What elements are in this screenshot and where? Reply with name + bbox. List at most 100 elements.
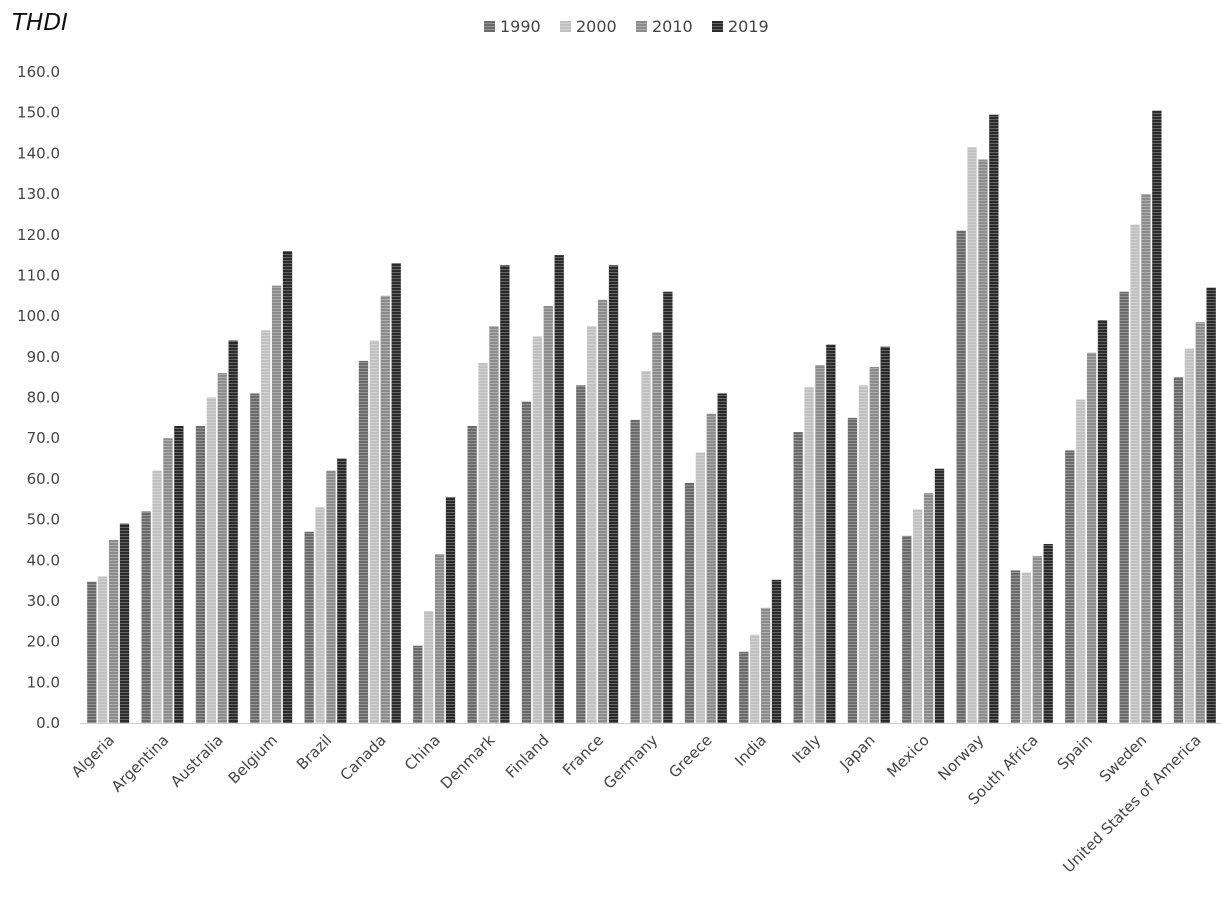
bar-texture: [1152, 110, 1162, 723]
bar: [1184, 348, 1195, 723]
bar: [119, 523, 130, 723]
y-tick-label: 120.0: [17, 226, 60, 244]
bar-texture: [163, 438, 173, 723]
bar-texture: [250, 393, 260, 723]
bar-texture: [902, 535, 912, 723]
bar-texture: [1043, 543, 1053, 723]
bar-texture: [141, 511, 151, 723]
bar-texture: [880, 346, 890, 723]
bar-texture: [261, 330, 271, 723]
bar-texture: [1141, 194, 1151, 723]
bar: [358, 360, 369, 723]
bar-texture: [706, 413, 716, 723]
bar: [1206, 287, 1216, 723]
x-category-label: Norway: [934, 731, 987, 784]
bar-texture: [847, 417, 858, 723]
bar: [108, 539, 119, 723]
bar: [1076, 399, 1086, 723]
bar: [250, 393, 260, 723]
y-tick-label: 160.0: [17, 63, 60, 81]
legend-label: 2010: [652, 17, 693, 36]
y-tick-label: 150.0: [17, 104, 60, 122]
bar: [597, 299, 608, 723]
bar: [500, 265, 510, 723]
x-category-label: China: [401, 731, 444, 774]
bar: [98, 576, 108, 723]
x-category-label: Belgium: [225, 731, 281, 787]
bar: [228, 340, 238, 723]
bar: [521, 401, 532, 723]
bar-texture: [1010, 570, 1021, 723]
bar-texture: [793, 432, 803, 723]
bar-texture: [1173, 377, 1184, 723]
bar-texture: [1097, 320, 1108, 723]
legend-swatch-texture: [712, 21, 723, 32]
bar-texture: [271, 285, 282, 723]
bar: [934, 468, 945, 723]
bar-texture: [391, 263, 401, 723]
bar: [217, 373, 227, 723]
bar-texture: [630, 419, 640, 723]
bar: [967, 147, 977, 724]
bar-texture: [174, 425, 184, 723]
bar-texture: [608, 265, 619, 723]
bar: [576, 385, 586, 723]
bar-texture: [478, 362, 488, 723]
bar-texture: [500, 265, 510, 723]
bar: [989, 114, 999, 724]
y-tick-label: 20.0: [27, 633, 60, 651]
bar: [1152, 110, 1162, 723]
bar-texture: [337, 458, 347, 723]
bar: [174, 425, 184, 723]
bar-texture: [434, 554, 445, 723]
x-category-label: Sweden: [1096, 731, 1151, 786]
bar: [978, 159, 988, 723]
bar-texture: [543, 305, 553, 723]
y-tick-label: 100.0: [17, 307, 60, 325]
x-category-label: Brazil: [293, 731, 335, 773]
bar-texture: [152, 470, 162, 723]
x-category-label: Mexico: [883, 731, 933, 781]
bar: [706, 413, 716, 723]
x-category-label: Canada: [337, 731, 390, 784]
legend-swatch-texture: [560, 21, 571, 32]
y-axis: 0.0 10.0 20.0 30.0 40.0 50.0 60.0 70.0 80.0 90.0 1…: [17, 63, 1221, 732]
bar: [1043, 543, 1053, 723]
bar-texture: [967, 147, 977, 724]
y-tick-label: 110.0: [17, 266, 60, 284]
bar-texture: [380, 295, 390, 723]
bar: [1021, 572, 1032, 723]
bar-texture: [760, 607, 771, 723]
bar: [478, 362, 488, 723]
bar: [652, 332, 662, 723]
y-tick-label: 50.0: [27, 511, 60, 529]
x-category-label: France: [559, 731, 607, 779]
bar: [608, 265, 619, 723]
bar-texture: [1032, 556, 1042, 723]
bar-texture: [108, 539, 119, 723]
bar: [771, 579, 782, 723]
bar: [326, 470, 336, 723]
bar-texture: [1086, 352, 1097, 723]
x-category-label: Italy: [789, 731, 825, 767]
x-category-label: Greece: [665, 731, 715, 781]
x-category-label: Spain: [1054, 731, 1096, 773]
bar-texture: [217, 373, 227, 723]
bar: [489, 326, 499, 723]
bar: [315, 507, 325, 723]
bar-texture: [195, 425, 206, 723]
bar: [1173, 377, 1184, 723]
bar-texture: [489, 326, 499, 723]
bar-texture: [424, 611, 434, 723]
bar: [87, 581, 97, 723]
bar: [413, 645, 423, 723]
bar: [902, 535, 912, 723]
y-tick-label: 80.0: [27, 389, 60, 407]
bar: [369, 340, 380, 723]
bar-texture: [989, 114, 999, 724]
bar: [587, 326, 597, 723]
bar-texture: [815, 364, 825, 723]
bar-texture: [358, 360, 369, 723]
bar: [695, 452, 706, 723]
